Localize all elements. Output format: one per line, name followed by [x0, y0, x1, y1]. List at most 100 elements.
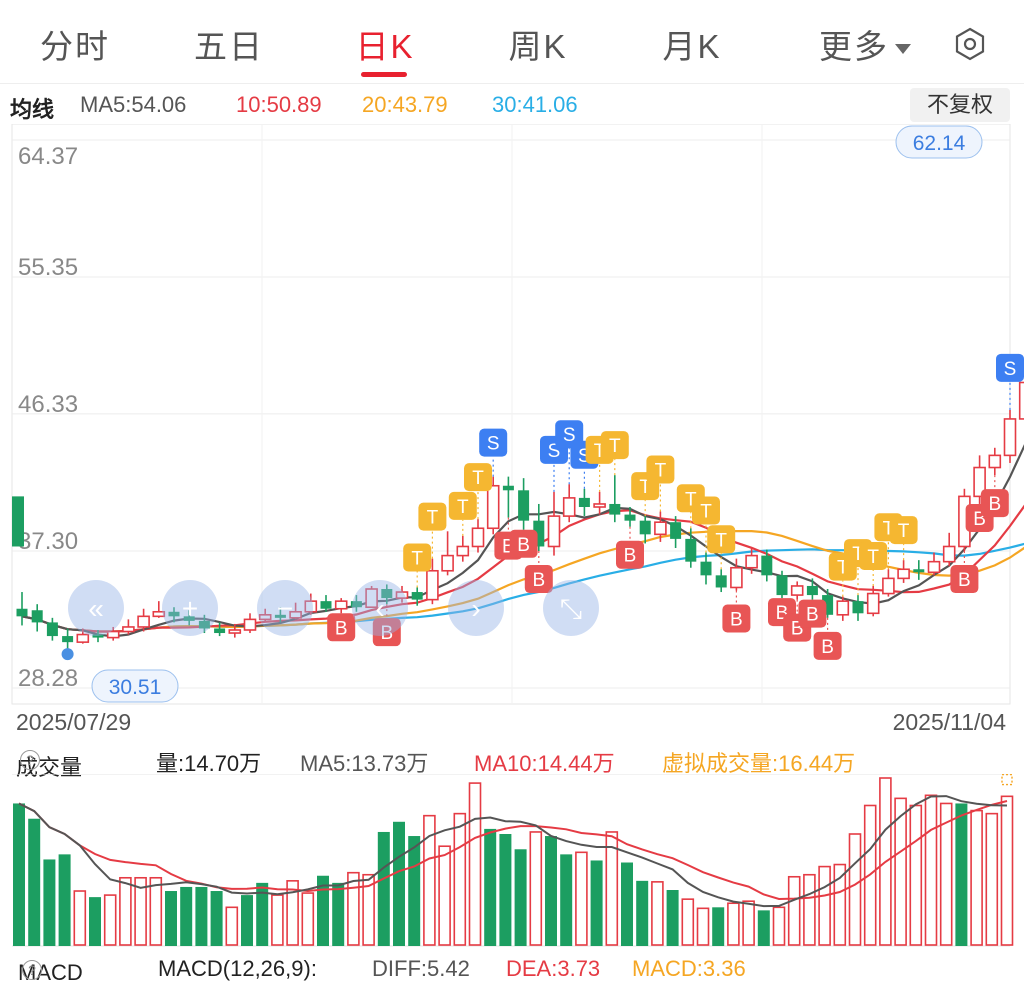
- prev-button[interactable]: ‹: [352, 580, 408, 636]
- volume-bar-down: [241, 895, 253, 946]
- volume-bar-up: [225, 906, 239, 946]
- candle-body-down: [700, 561, 712, 576]
- marker-label: T: [655, 461, 667, 482]
- candle-body-down: [806, 585, 818, 596]
- candle-body-up: [456, 545, 470, 557]
- candle-body-up: [866, 592, 880, 615]
- buy-marker: [509, 529, 538, 558]
- volume-bar-down: [560, 854, 573, 946]
- buy-marker: [524, 565, 553, 594]
- prev-button-icon: ‹: [375, 593, 384, 624]
- marker-label: B: [532, 570, 545, 591]
- volume-bar-up: [848, 833, 862, 946]
- marker-label: B: [821, 637, 834, 658]
- min-price-label: 30.51: [109, 676, 162, 699]
- candle-body-down: [852, 601, 864, 614]
- volume-bar-up: [286, 880, 299, 946]
- buy-marker: [798, 599, 827, 628]
- candle-body-down: [214, 628, 226, 634]
- candle-body-up: [258, 614, 272, 621]
- volume-bar-up: [423, 814, 436, 946]
- volume-bar-down: [13, 803, 25, 946]
- adjust-mode-button[interactable]: 不复权: [910, 88, 1010, 122]
- candle-body-down: [381, 588, 393, 599]
- tab-weekly-k[interactable]: 周K: [508, 28, 568, 65]
- macd-dea: DEA:3.73: [506, 956, 601, 981]
- candle-body-up: [562, 497, 576, 517]
- volume-bar-down: [621, 862, 633, 946]
- scroll-left-button[interactable]: «: [68, 580, 124, 636]
- candle-body-down: [913, 569, 925, 573]
- candle-body-down: [198, 620, 210, 629]
- candle-body-up: [304, 600, 318, 613]
- candle-body-up: [471, 527, 485, 548]
- t-marker: [707, 525, 736, 554]
- candle-body-up: [228, 629, 242, 634]
- t-marker: [646, 455, 675, 484]
- start-date-label: 2025/07/29: [16, 709, 131, 735]
- candle-body-down: [822, 595, 834, 615]
- volume-bar-down: [195, 886, 208, 946]
- candle-body-up: [988, 454, 1002, 469]
- macd-params: MACD(12,26,9):: [158, 956, 317, 981]
- min-price-dot: [61, 648, 74, 661]
- zoom-out-button-icon: −: [277, 593, 293, 624]
- volume-bar-up: [985, 812, 999, 946]
- candle-body-down: [715, 575, 727, 588]
- next-button[interactable]: ›: [448, 580, 504, 636]
- volume-bar-up: [894, 797, 907, 946]
- tab-more[interactable]: 更多: [800, 20, 930, 68]
- volume-bar-up: [742, 900, 755, 946]
- fullscreen-button-bg: [543, 580, 599, 636]
- marker-label: B: [624, 546, 637, 567]
- candle-body-up: [137, 615, 150, 628]
- volume-bar-up: [1000, 795, 1014, 946]
- buy-marker: [327, 613, 356, 642]
- volume-bar-down: [712, 907, 725, 946]
- buy-marker: [372, 618, 401, 647]
- volume-bar-up: [73, 890, 87, 946]
- volume-bar-up: [149, 876, 163, 946]
- volume-chart[interactable]: [0, 774, 1024, 950]
- tab-five-day[interactable]: 五日: [194, 28, 264, 65]
- candle-body-down: [183, 616, 195, 621]
- active-tab-indicator: [361, 72, 407, 77]
- ma10-value: 10:50.89: [236, 92, 322, 117]
- help-icon[interactable]: ?: [20, 750, 40, 770]
- candle-body-down: [92, 634, 104, 638]
- t-marker: [448, 491, 477, 520]
- candle-body-down: [350, 601, 362, 608]
- tab-intraday[interactable]: 分时: [40, 28, 110, 65]
- volume-bar-down: [545, 836, 557, 946]
- tab-monthly-k[interactable]: 月K: [662, 28, 722, 65]
- candle-body-down: [12, 496, 24, 547]
- help-icon[interactable]: ?: [22, 960, 42, 980]
- volume-bar-down: [499, 834, 512, 946]
- ma20-value: 20:43.79: [362, 92, 448, 117]
- candle-body-up: [426, 569, 439, 601]
- volume-bar-up: [103, 894, 117, 946]
- marker-label: S: [563, 425, 576, 446]
- settings-hexagon-icon[interactable]: [952, 26, 988, 62]
- candle-body-down: [518, 490, 530, 521]
- zoom-out-button[interactable]: −: [257, 580, 313, 636]
- zoom-in-button[interactable]: +: [162, 580, 218, 636]
- tab-more-label: 更多: [819, 28, 889, 65]
- candle-body-up: [122, 626, 135, 633]
- volume-bar-up: [939, 802, 953, 946]
- candle-body-down: [46, 622, 58, 637]
- t-marker: [889, 516, 918, 545]
- fullscreen-button[interactable]: ⤡: [543, 580, 599, 636]
- tab-daily-k[interactable]: 日K: [355, 28, 415, 65]
- t-marker: [600, 431, 629, 460]
- volume-bar-up: [772, 906, 786, 946]
- ma30-value: 30:41.06: [492, 92, 578, 117]
- candle-body-up: [790, 585, 804, 596]
- volume-bar-down: [43, 859, 56, 946]
- candle-body-down: [639, 520, 651, 535]
- volume-bar-down: [180, 886, 193, 946]
- chevron-down-icon: [895, 44, 911, 55]
- marker-label: S: [1004, 359, 1017, 380]
- marker-label: T: [867, 547, 879, 568]
